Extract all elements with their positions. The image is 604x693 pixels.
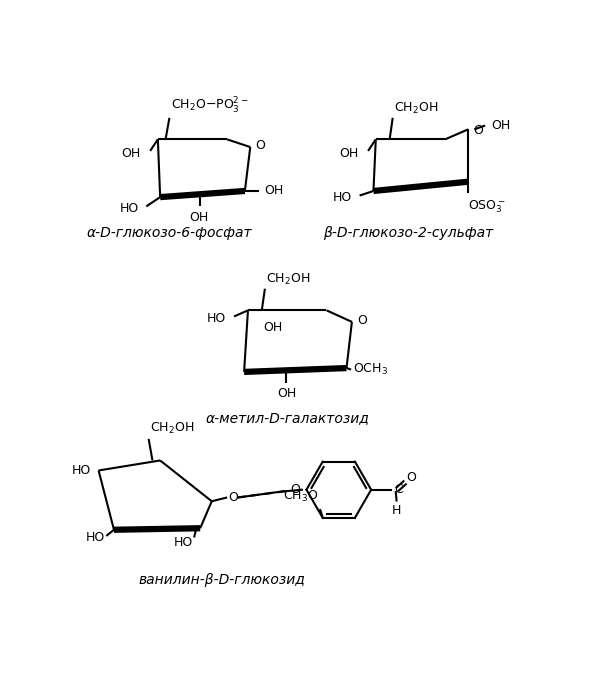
Text: OH: OH [263, 321, 283, 334]
Text: O: O [255, 139, 266, 152]
Text: CH$_3$O: CH$_3$O [283, 489, 319, 504]
Text: HO: HO [173, 536, 193, 549]
Text: OCH$_3$: OCH$_3$ [353, 362, 388, 377]
Text: HO: HO [72, 464, 91, 477]
Text: C: C [394, 483, 403, 496]
Text: OH: OH [339, 147, 359, 159]
Text: HO: HO [207, 312, 226, 324]
Text: OH: OH [264, 184, 283, 198]
Text: OH: OH [189, 211, 208, 224]
Text: H: H [392, 504, 401, 516]
Text: CH$_2$OH: CH$_2$OH [150, 421, 194, 436]
Text: CH$_2$O$-$PO$_3^{2-}$: CH$_2$O$-$PO$_3^{2-}$ [171, 96, 249, 116]
Text: OH: OH [277, 387, 296, 401]
Text: HO: HO [86, 531, 104, 544]
Text: OH: OH [491, 119, 510, 132]
Text: O: O [291, 483, 300, 496]
Text: O: O [474, 125, 483, 137]
Text: β-D-глюкозо-2-сульфат: β-D-глюкозо-2-сульфат [323, 227, 493, 240]
Text: O: O [358, 314, 367, 327]
Text: α-D-глюкозо-6-фосфат: α-D-глюкозо-6-фосфат [86, 227, 252, 240]
Text: HO: HO [120, 202, 138, 215]
Text: HO: HO [333, 191, 352, 204]
Text: ванилин-β-D-глюкозид: ванилин-β-D-глюкозид [138, 573, 306, 587]
Text: O: O [228, 491, 238, 504]
Text: OH: OH [121, 147, 141, 159]
Text: OSO$_3^-$: OSO$_3^-$ [468, 199, 506, 215]
Text: CH$_2$OH: CH$_2$OH [394, 101, 439, 116]
Text: α-метил-D-галактозид: α-метил-D-галактозид [205, 411, 370, 425]
Text: O: O [406, 471, 416, 484]
Text: CH$_2$OH: CH$_2$OH [266, 272, 310, 287]
